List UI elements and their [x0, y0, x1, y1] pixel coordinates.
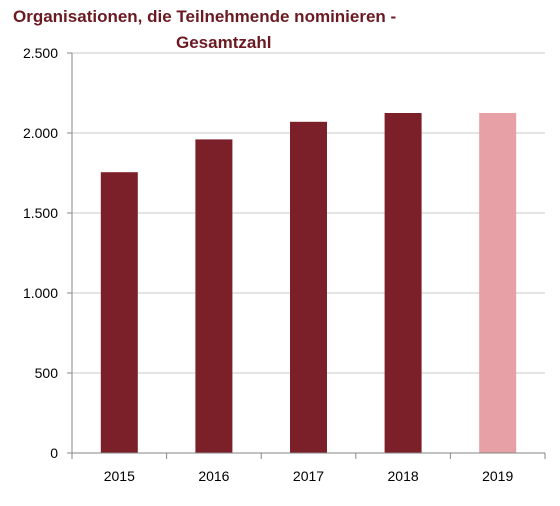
x-tick-label-2017: 2017 — [293, 468, 324, 484]
bar-2017 — [290, 121, 327, 454]
bar-2015 — [100, 172, 138, 453]
x-tick-label-2016: 2016 — [198, 468, 229, 484]
x-tick-label-2015: 2015 — [104, 468, 135, 484]
chart-title-line-1: Organisationen, die Teilnehmende nominie… — [13, 7, 397, 26]
chart-title: Organisationen, die Teilnehmende nominie… — [0, 4, 560, 56]
y-tick-label: 2.500 — [23, 45, 58, 61]
chart-title-line-2: Gesamtzahl — [176, 33, 272, 52]
bar-2019 — [479, 113, 517, 453]
y-tick-label: 0 — [50, 445, 58, 461]
y-tick-label: 2.000 — [23, 125, 58, 141]
x-tick-label-2018: 2018 — [388, 468, 419, 484]
x-tick-label-2019: 2019 — [482, 468, 513, 484]
bar-2018 — [384, 113, 422, 453]
bar-2016 — [195, 139, 233, 453]
y-tick-label: 1.500 — [23, 205, 58, 221]
y-tick-label: 500 — [35, 365, 59, 381]
y-tick-label: 1.000 — [23, 285, 58, 301]
